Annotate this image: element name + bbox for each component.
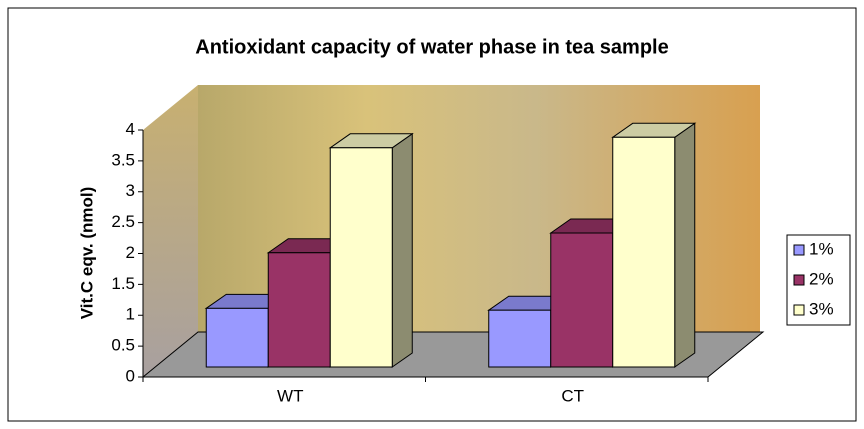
y-tick-label: 3 xyxy=(126,181,135,200)
bar-front xyxy=(489,310,551,367)
y-tick-label: 1.5 xyxy=(111,274,135,293)
bar-side xyxy=(392,134,412,367)
side-wall xyxy=(143,85,198,377)
legend-swatch xyxy=(794,275,804,285)
bar xyxy=(613,123,695,367)
y-tick-label: 1 xyxy=(126,305,135,324)
x-tick-label: CT xyxy=(561,386,584,405)
y-tick-label: 2.5 xyxy=(111,212,135,231)
bar xyxy=(330,134,412,367)
bar-front xyxy=(613,137,675,367)
bar-front xyxy=(551,233,613,367)
legend-swatch xyxy=(794,245,804,255)
y-tick-label: 0.5 xyxy=(111,336,135,355)
x-tick-label: WT xyxy=(277,386,303,405)
legend-swatch xyxy=(794,305,804,315)
chart-title: Antioxidant capacity of water phase in t… xyxy=(195,36,668,58)
chart: Antioxidant capacity of water phase in t… xyxy=(0,0,864,429)
legend-label: 3% xyxy=(809,299,834,318)
legend-label: 1% xyxy=(809,239,834,258)
legend-label: 2% xyxy=(809,269,834,288)
y-tick-label: 3.5 xyxy=(111,150,135,169)
bar-front xyxy=(206,308,268,367)
y-tick-label: 2 xyxy=(126,243,135,262)
y-axis-label: Vit.C eqv. (nmol) xyxy=(77,187,96,320)
bar-front xyxy=(330,148,392,367)
y-tick-label: 0 xyxy=(126,366,135,385)
bar-side xyxy=(675,123,695,367)
y-tick-label: 4 xyxy=(126,119,135,138)
bar-front xyxy=(268,253,330,367)
